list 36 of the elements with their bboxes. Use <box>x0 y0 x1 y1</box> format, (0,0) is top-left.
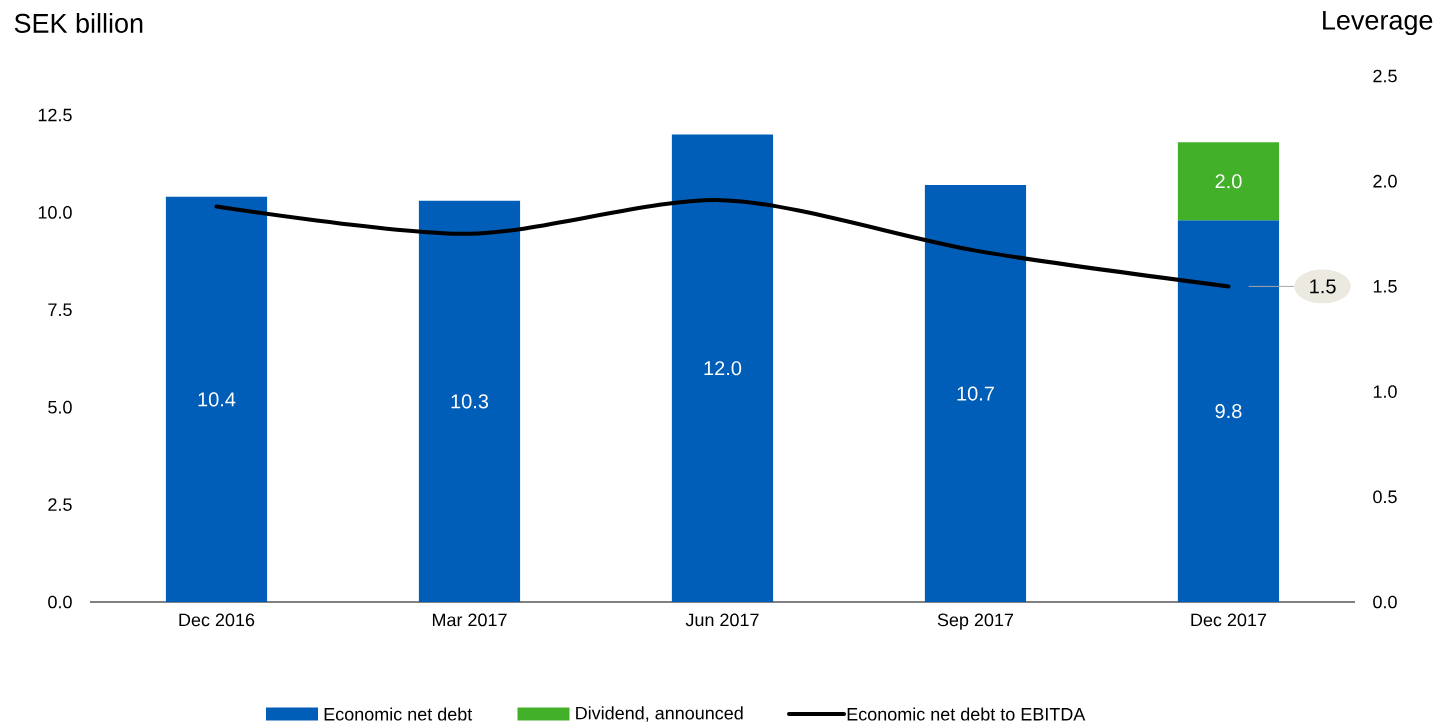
bar <box>924 185 1027 602</box>
y2-tick-label: 2.5 <box>1373 69 1397 83</box>
bar <box>165 196 268 602</box>
y-axis-title: SEK billion <box>14 13 143 33</box>
y-tick-label: 5.0 <box>48 400 72 414</box>
y-tick-label: 12.5 <box>38 108 72 122</box>
data-label: 9.8 <box>1215 404 1242 419</box>
x-tick-label: Mar 2017 <box>432 613 507 627</box>
y-tick-label: 2.5 <box>48 498 72 511</box>
annotation: 1.5 <box>1310 279 1336 294</box>
data-label: 10.3 <box>451 394 489 409</box>
legend-label: Economic net debt to EBITDA <box>847 707 1086 721</box>
y2-tick-label: 2.0 <box>1373 174 1397 188</box>
x-tick-label: Dec 2017 <box>1191 613 1267 627</box>
y2-tick-label: 0.5 <box>1373 490 1397 504</box>
data-label: 12.0 <box>704 361 742 376</box>
bar <box>1177 220 1280 602</box>
line-series <box>214 198 1231 289</box>
data-label: 10.7 <box>957 386 994 401</box>
data-label: 10.4 <box>198 392 236 407</box>
bar <box>1177 142 1280 221</box>
y-tick-label: 0.0 <box>48 595 72 609</box>
bar <box>671 134 774 602</box>
y2-tick-label: 1.0 <box>1373 385 1397 398</box>
y-tick-label: 7.5 <box>48 303 72 317</box>
y2-tick-label: 0.0 <box>1373 595 1397 609</box>
x-tick-label: Sep 2017 <box>937 613 1014 630</box>
x-tick-label: Jun 2017 <box>685 613 759 627</box>
y2-tick-label: 1.5 <box>1373 280 1397 293</box>
y-tick-label: 10.0 <box>38 206 72 219</box>
y2-axis-title: Leverage <box>1323 10 1433 36</box>
data-label: 2.0 <box>1215 174 1242 189</box>
x-tick-label: Dec 2016 <box>179 613 255 627</box>
legend-label: Economic net debt <box>324 707 473 721</box>
legend-label: Dividend, announced <box>576 706 743 722</box>
bar <box>418 200 521 602</box>
